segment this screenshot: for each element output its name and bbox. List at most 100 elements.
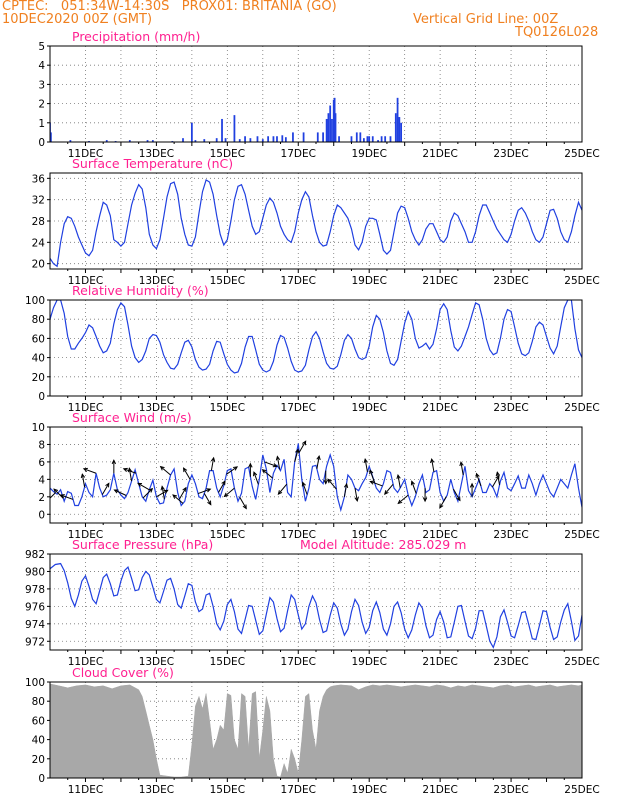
x-tick-label: 11DEC — [68, 656, 103, 668]
wind-arrow-shaft — [156, 489, 168, 498]
wind-arrow-shaft — [343, 483, 348, 497]
wind-arrow-shaft — [142, 488, 153, 499]
precip-bar — [276, 136, 278, 142]
x-tick-label: 11DEC — [68, 148, 103, 160]
x-tick-label: 13DEC — [139, 275, 174, 287]
x-tick-label: 17DEC — [281, 529, 316, 541]
panel-title: Surface Wind (m/s) — [72, 410, 192, 425]
wind-arrow-head — [475, 472, 480, 478]
y-tick-label: 8 — [38, 439, 45, 451]
precip-bar — [182, 138, 184, 142]
x-tick-label: 17DEC — [281, 148, 316, 160]
wind-arrow-head — [207, 500, 212, 506]
wind-arrow-shaft — [460, 462, 464, 476]
precip-bar — [359, 132, 362, 142]
precip-bar — [334, 113, 337, 142]
x-tick-label: 15DEC — [210, 529, 245, 541]
wind-arrow-shaft — [224, 487, 235, 497]
y-tick-label: 0 — [38, 391, 45, 403]
y-tick-label: 0 — [38, 509, 45, 521]
precip-bar — [400, 122, 403, 142]
y-tick-label: 60 — [32, 333, 45, 345]
x-tick-label: 17DEC — [281, 784, 316, 796]
precip-bar — [338, 136, 340, 142]
plot-content — [50, 178, 582, 268]
y-tick-label: 24 — [32, 237, 46, 249]
wind-arrow-shaft — [397, 494, 409, 504]
x-tick-label: 13DEC — [139, 529, 174, 541]
panel-1: 0 1 2 3 4 5 11DEC 13DEC 15DEC 17DEC 19DEC 21DEC 23DE… — [38, 29, 599, 160]
wind-arrow-shaft — [172, 494, 184, 504]
wind-arrow-shaft — [354, 488, 358, 501]
wind-arrow-head — [369, 469, 374, 475]
wind-arrow-head — [430, 458, 435, 464]
precip-bar — [249, 138, 252, 142]
x-tick-label: 23DEC — [493, 148, 528, 160]
x-tick-label: 13DEC — [139, 148, 174, 160]
x-tick-label: 13DEC — [139, 402, 174, 414]
x-tick-label: 25DEC — [564, 529, 599, 541]
panel-6: 0 20 40 60 80 100 11DEC 13DEC 15DEC 17DEC 19DEC 21D… — [25, 665, 600, 796]
x-tick-label: 21DEC — [422, 784, 457, 796]
wind-arrow-shaft — [197, 488, 211, 495]
wind-arrow-head — [160, 485, 165, 491]
precip-bar — [233, 115, 236, 142]
y-tick-label: 36 — [32, 173, 46, 185]
x-tick-label: 11DEC — [68, 784, 103, 796]
x-tick-label: 23DEC — [493, 529, 528, 541]
precip-bar — [50, 132, 52, 142]
plot-content — [50, 562, 582, 649]
wind-arrow-head — [397, 499, 403, 505]
precip-bar — [384, 136, 387, 142]
wind-arrow-shaft — [101, 483, 110, 495]
x-tick-label: 23DEC — [493, 656, 528, 668]
x-tick-label: 19DEC — [351, 148, 386, 160]
x-tick-label: 19DEC — [351, 784, 386, 796]
wind-arrow-shaft — [453, 488, 461, 501]
wind-arrow-head — [172, 494, 178, 499]
panel-2: 20 24 28 32 36 11DEC 13DEC 15DEC 17DEC 19DEC 21DEC… — [32, 156, 600, 287]
wind-arrow-shaft — [239, 497, 247, 509]
wind-arrow-head — [182, 486, 187, 492]
wind-arrow-head — [80, 473, 86, 479]
wind-arrow-shaft — [476, 473, 482, 487]
wind-arrow-head — [456, 496, 461, 502]
wind-arrow-shaft — [364, 459, 368, 473]
y-tick-label: 2 — [38, 99, 45, 111]
y-tick-label: 32 — [32, 195, 45, 207]
wind-arrow-shaft — [161, 486, 165, 500]
precip-bar — [329, 105, 332, 142]
wind-arrow-head — [221, 480, 226, 486]
x-tick-label: 21DEC — [422, 402, 457, 414]
y-tick-label: 978 — [25, 584, 45, 596]
wind-arrow-head — [495, 471, 501, 477]
x-tick-label: 19DEC — [351, 402, 386, 414]
wind-arrow-head — [369, 480, 375, 485]
y-tick-label: 974 — [25, 619, 45, 631]
wind-arrow-head — [410, 480, 415, 486]
panel-title: Relative Humidity (%) — [72, 283, 209, 298]
wind-arrow-head — [210, 456, 216, 462]
precip-bar — [267, 136, 270, 142]
panel-3: 0 20 40 60 80 100 11DEC 13DEC 15DEC 17DEC 19DEC 21D… — [25, 283, 600, 414]
precip-bar — [224, 138, 227, 142]
precip-bar — [325, 118, 328, 142]
precip-bar — [380, 136, 383, 142]
y-tick-label: 100 — [25, 295, 45, 307]
x-tick-label: 15DEC — [210, 784, 245, 796]
x-tick-label: 21DEC — [422, 148, 457, 160]
x-tick-label: 19DEC — [351, 529, 386, 541]
y-tick-label: 20 — [32, 259, 45, 271]
y-tick-label: 40 — [32, 353, 45, 365]
precip-bar — [194, 140, 197, 142]
y-tick-label: 80 — [32, 696, 45, 708]
y-tick-label: 4 — [38, 60, 45, 72]
precip-bar — [368, 136, 371, 142]
x-tick-label: 25DEC — [564, 784, 599, 796]
precip-bar — [366, 136, 369, 142]
wind-arrow-shaft — [160, 466, 171, 476]
wind-arrow-head — [275, 455, 281, 461]
plot-content — [50, 300, 582, 374]
precip-bar — [203, 139, 206, 142]
wind-arrow-head — [163, 489, 169, 494]
